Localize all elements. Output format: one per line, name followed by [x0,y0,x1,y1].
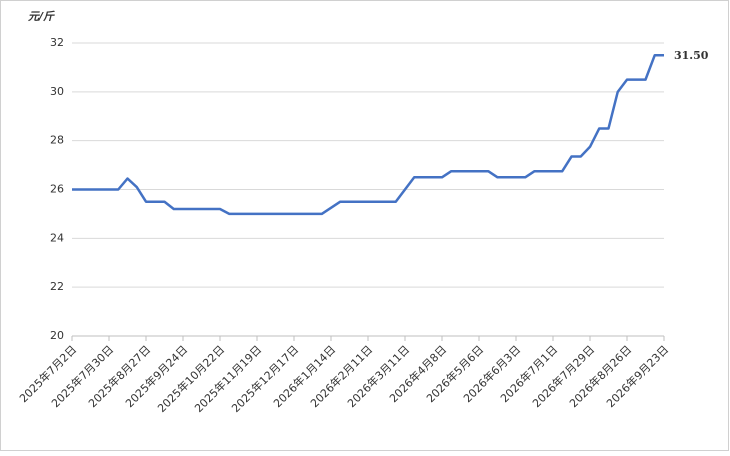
y-tick-label: 20 [50,329,64,342]
y-tick-label: 22 [50,280,64,293]
y-tick-label: 28 [50,134,64,147]
y-tick-label: 26 [50,183,64,196]
y-tick-label: 24 [50,231,64,244]
y-axis-label: 元/斤 [28,10,55,23]
y-tick-label: 30 [50,85,64,98]
y-tick-label: 32 [50,36,64,49]
line [72,53,664,216]
value-label: 31.50 [674,49,709,62]
